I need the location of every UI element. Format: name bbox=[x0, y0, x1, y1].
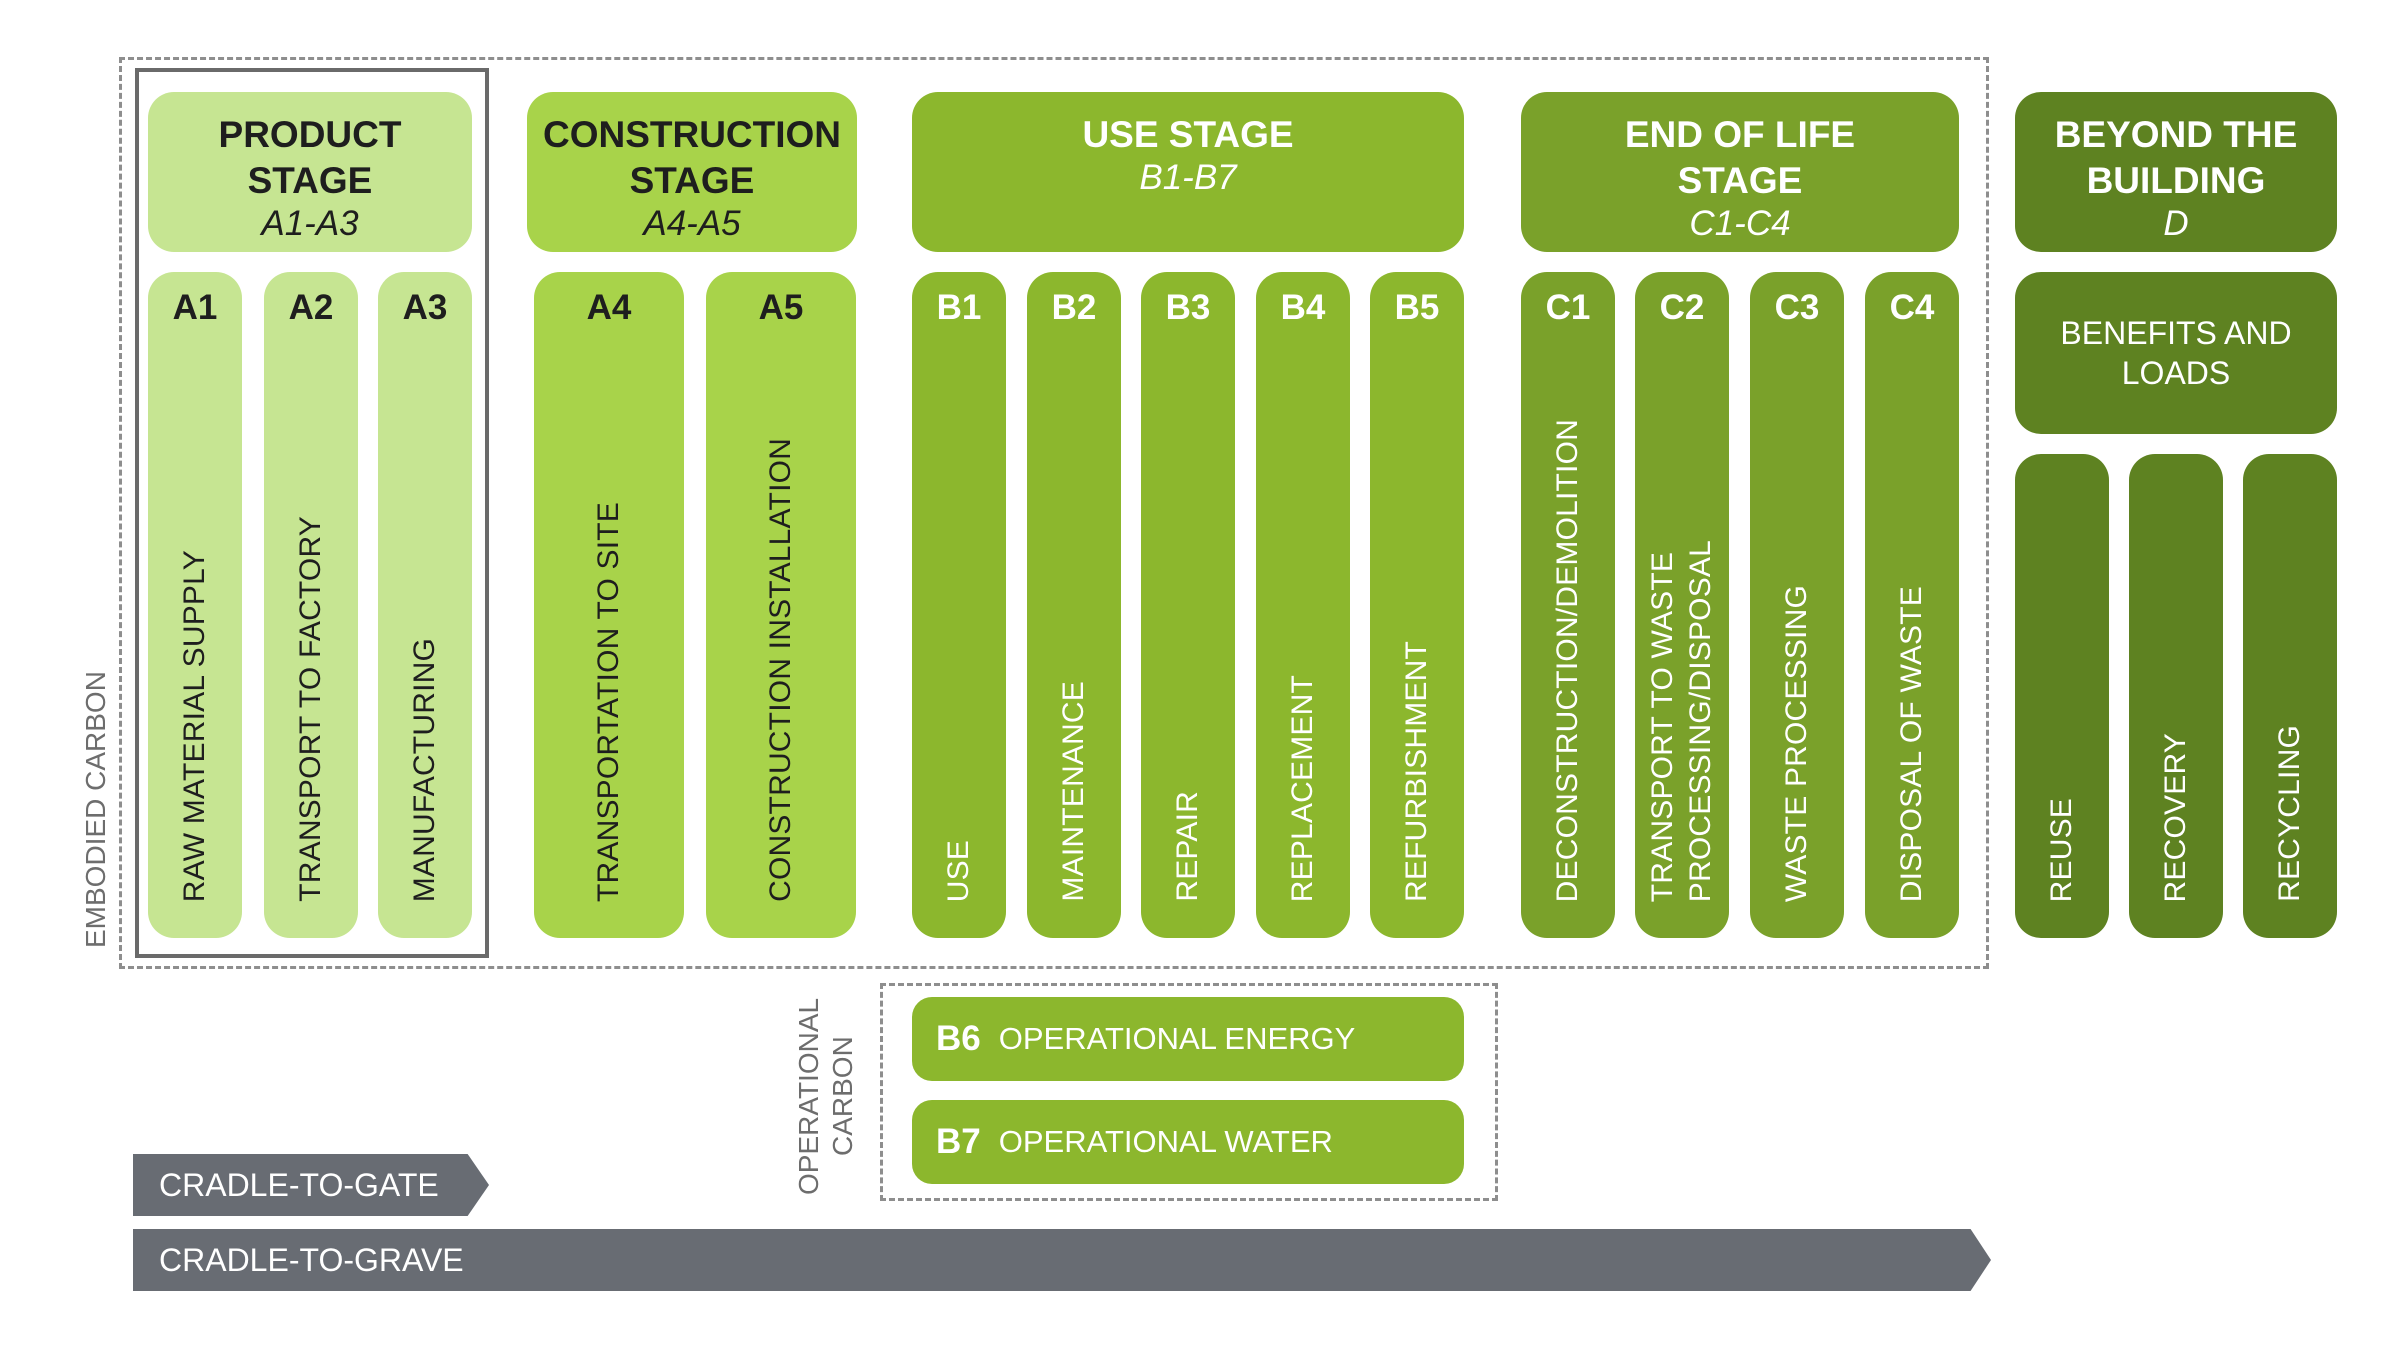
module-b2: B2 MAINTENANCE bbox=[1027, 272, 1121, 938]
beyond-building-range: D bbox=[2163, 204, 2189, 243]
module-b1-label: USE bbox=[942, 839, 975, 902]
end-of-life-stage-title: END OF LIFE STAGE bbox=[1624, 114, 1856, 201]
benefits-and-loads-label: BENEFITS AND LOADS bbox=[2060, 315, 2292, 391]
module-d-recycling: RECYCLING bbox=[2243, 454, 2337, 938]
module-d-reuse: REUSE bbox=[2015, 454, 2109, 938]
module-a1-label: RAW MATERIAL SUPPLY bbox=[178, 549, 211, 902]
module-a2-label: TRANSPORT TO FACTORY bbox=[294, 516, 327, 902]
module-b5-label: REFURBISHMENT bbox=[1400, 641, 1433, 902]
module-b7: B7 OPERATIONAL WATER bbox=[912, 1100, 1464, 1184]
construction-stage-title: CONSTRUCTION STAGE bbox=[542, 114, 842, 201]
module-b2-label: MAINTENANCE bbox=[1057, 681, 1090, 902]
module-b3-code: B3 bbox=[1165, 288, 1211, 327]
module-a4-label: TRANSPORTATION TO SITE bbox=[592, 501, 625, 902]
operational-carbon-frame bbox=[880, 983, 1498, 1201]
module-a1: A1 RAW MATERIAL SUPPLY bbox=[148, 272, 242, 938]
construction-stage-header: CONSTRUCTION STAGE A4-A5 bbox=[527, 92, 857, 252]
construction-stage-range: A4-A5 bbox=[643, 204, 741, 243]
module-c3: C3 WASTE PROCESSING bbox=[1750, 272, 1844, 938]
module-b1-code: B1 bbox=[936, 288, 982, 327]
operational-carbon-label: OPERATIONAL CARBON bbox=[793, 997, 858, 1195]
product-stage-header: PRODUCT STAGE A1-A3 bbox=[148, 92, 472, 252]
module-b6-code: B6 bbox=[936, 1019, 981, 1058]
module-c2-code: C2 bbox=[1659, 288, 1705, 327]
module-a3-code: A3 bbox=[402, 288, 448, 327]
module-c4-code: C4 bbox=[1889, 288, 1935, 327]
module-a5-code: A5 bbox=[758, 288, 804, 327]
module-b7-code: B7 bbox=[936, 1122, 981, 1161]
module-a5-label: CONSTRUCTION INSTALLATION bbox=[764, 438, 797, 902]
use-stage-range: B1-B7 bbox=[1139, 158, 1237, 197]
module-a2-code: A2 bbox=[288, 288, 334, 327]
module-b5: B5 REFURBISHMENT bbox=[1370, 272, 1464, 938]
beyond-building-header: BEYOND THE BUILDING D bbox=[2015, 92, 2337, 252]
module-c3-code: C3 bbox=[1774, 288, 1820, 327]
module-c1-label: DECONSTRUCTION/DEMOLITION bbox=[1551, 418, 1584, 902]
module-b3: B3 REPAIR bbox=[1141, 272, 1235, 938]
module-c2-label: TRANSPORT TO WASTE PROCESSING/DISPOSAL bbox=[1646, 539, 1717, 902]
module-c1: C1 DECONSTRUCTION/DEMOLITION bbox=[1521, 272, 1615, 938]
cradle-to-gate-arrow: CRADLE-TO-GATE bbox=[133, 1154, 489, 1216]
module-b6: B6 OPERATIONAL ENERGY bbox=[912, 997, 1464, 1081]
module-c4-label: DISPOSAL OF WASTE bbox=[1895, 585, 1928, 902]
benefits-and-loads: BENEFITS AND LOADS bbox=[2015, 272, 2337, 434]
end-of-life-stage-header: END OF LIFE STAGE C1-C4 bbox=[1521, 92, 1959, 252]
cradle-to-gate-label: CRADLE-TO-GATE bbox=[159, 1166, 439, 1203]
module-b3-label: REPAIR bbox=[1171, 791, 1204, 902]
module-c2: C2 TRANSPORT TO WASTE PROCESSING/DISPOSA… bbox=[1635, 272, 1729, 938]
module-b4-code: B4 bbox=[1280, 288, 1326, 327]
module-a5: A5 CONSTRUCTION INSTALLATION bbox=[706, 272, 856, 938]
cradle-to-grave-label: CRADLE-TO-GRAVE bbox=[159, 1241, 464, 1278]
module-d-recovery: RECOVERY bbox=[2129, 454, 2223, 938]
module-b7-label: OPERATIONAL WATER bbox=[998, 1124, 1333, 1159]
use-stage-title: USE STAGE bbox=[1082, 114, 1294, 155]
use-stage-header: USE STAGE B1-B7 bbox=[912, 92, 1464, 252]
module-b5-code: B5 bbox=[1394, 288, 1440, 327]
module-b4-label: REPLACEMENT bbox=[1286, 674, 1319, 902]
module-c4: C4 DISPOSAL OF WASTE bbox=[1865, 272, 1959, 938]
module-d-reuse-label: REUSE bbox=[2045, 797, 2078, 902]
product-stage-title: PRODUCT STAGE bbox=[218, 114, 402, 201]
module-a3: A3 MANUFACTURING bbox=[378, 272, 472, 938]
module-a1-code: A1 bbox=[172, 288, 218, 327]
module-a3-label: MANUFACTURING bbox=[408, 637, 441, 902]
end-of-life-stage-range: C1-C4 bbox=[1689, 204, 1791, 243]
module-b1: B1 USE bbox=[912, 272, 1006, 938]
beyond-building-title: BEYOND THE BUILDING bbox=[2054, 114, 2298, 201]
product-stage-frame bbox=[135, 68, 489, 958]
module-a4: A4 TRANSPORTATION TO SITE bbox=[534, 272, 684, 938]
module-d-recovery-label: RECOVERY bbox=[2159, 732, 2192, 902]
module-b6-label: OPERATIONAL ENERGY bbox=[998, 1021, 1356, 1056]
cradle-to-grave-arrow: CRADLE-TO-GRAVE bbox=[133, 1229, 1991, 1291]
module-a4-code: A4 bbox=[586, 288, 632, 327]
embodied-carbon-frame bbox=[119, 57, 1989, 969]
module-c3-label: WASTE PROCESSING bbox=[1780, 584, 1813, 902]
module-c1-code: C1 bbox=[1545, 288, 1591, 327]
module-b2-code: B2 bbox=[1051, 288, 1097, 327]
module-a2: A2 TRANSPORT TO FACTORY bbox=[264, 272, 358, 938]
embodied-carbon-label: EMBODIED CARBON bbox=[80, 671, 111, 949]
product-stage-range: A1-A3 bbox=[261, 204, 359, 243]
module-b4: B4 REPLACEMENT bbox=[1256, 272, 1350, 938]
module-d-recycling-label: RECYCLING bbox=[2273, 725, 2306, 902]
